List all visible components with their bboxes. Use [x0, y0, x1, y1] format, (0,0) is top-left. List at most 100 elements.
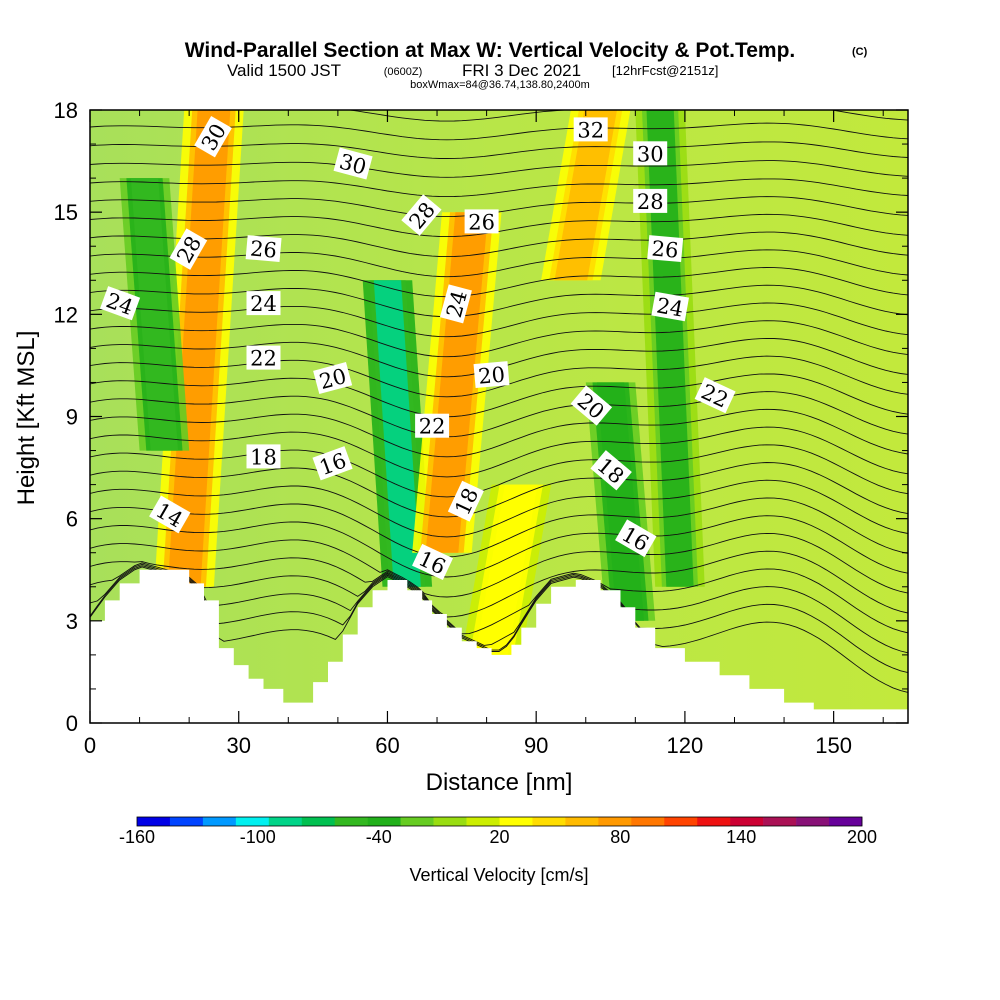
colorbar-segment — [631, 817, 665, 826]
colorbar-segment — [730, 817, 764, 826]
colorbar-segment — [763, 817, 797, 826]
colorbar-segment — [565, 817, 599, 826]
valid-utc: (0600Z) — [384, 66, 423, 78]
contour-label: 24 — [250, 292, 277, 316]
contour-label: 22 — [250, 347, 277, 371]
colorbar-segment — [202, 817, 237, 826]
colorbar-frame — [136, 816, 863, 827]
colorbar-segment — [433, 817, 467, 826]
theta-contour-line — [90, 249, 908, 278]
theta-contour-line — [90, 391, 908, 438]
contour-label-box — [473, 361, 510, 389]
contour-label-group: 26 — [245, 235, 282, 263]
colorbar-tick-label: 20 — [489, 827, 509, 847]
copyright-mark: (C) — [852, 46, 868, 58]
theta-contour-line — [90, 373, 908, 418]
theta-contour-line — [90, 160, 908, 178]
x-tick-label: 0 — [84, 733, 96, 758]
terrain-mask — [90, 569, 908, 723]
x-axis-title: Distance [nm] — [426, 769, 573, 796]
contour-label-box — [439, 284, 472, 324]
colorbar-tick-label: -100 — [240, 827, 276, 847]
theta-contour-line — [90, 267, 908, 298]
theta-contour-line — [90, 355, 908, 398]
contour-label-box — [246, 345, 281, 370]
theta-contour-line — [90, 196, 908, 218]
theta-contour-line — [90, 213, 908, 238]
y-tick-label: 9 — [66, 405, 78, 430]
theta-contour-line — [90, 231, 908, 258]
theta-contour-line — [90, 178, 908, 198]
box-info: boxWmax=84@36.74,138.80,2400m — [410, 79, 590, 91]
contour-label-box — [615, 519, 657, 558]
y-tick-label: 18 — [54, 98, 78, 123]
contour-label-group: 30 — [333, 147, 373, 180]
y-tick-label: 0 — [66, 711, 78, 736]
velocity-feature-7-level-2 — [646, 110, 694, 587]
theta-contour-line — [90, 141, 908, 159]
contour-label: 18 — [250, 445, 277, 469]
contour-label-box — [447, 480, 484, 522]
contour-label: 26 — [468, 210, 495, 234]
x-tick-label: 30 — [226, 733, 250, 758]
contour-label-box — [570, 385, 613, 426]
axis-ticks: 0 30 60 90 120 150 0 3 6 9 12 15 18 — [54, 98, 908, 758]
contour-label-box — [590, 450, 632, 491]
colorbar-segment — [169, 817, 204, 826]
contour-label-box — [333, 147, 373, 180]
x-tick-label: 150 — [815, 733, 852, 758]
colorbar-segment — [301, 817, 336, 826]
theta-contour-line — [346, 110, 908, 122]
colorbar-tick-label: 200 — [847, 827, 877, 847]
y-tick-label: 12 — [54, 302, 78, 327]
theta-contour-line — [90, 532, 908, 598]
colorbar-segment — [697, 817, 731, 826]
contour-label-box — [464, 209, 499, 234]
colorbar-segment — [598, 817, 632, 826]
contour-label-box — [149, 495, 191, 534]
velocity-feature-2-level-2 — [373, 280, 421, 587]
x-tick-label: 120 — [667, 733, 704, 758]
contour-label: 28 — [637, 190, 664, 214]
y-axis-title: Height [Kft MSL] — [13, 331, 40, 506]
theta-contour-line — [90, 566, 908, 693]
contour-label-group: 32 — [573, 117, 608, 142]
valid-prefix: Valid 1500 JST — [227, 61, 341, 80]
contour-label: 20 — [477, 362, 506, 388]
contour-label-group: 16 — [312, 446, 353, 481]
contour-label-box — [169, 228, 208, 270]
velocity-feature-3-level-2 — [425, 212, 489, 553]
y-tick-label: 15 — [54, 200, 78, 225]
velocity-feature-4-level-2 — [475, 484, 538, 655]
contour-label-group: 26 — [647, 235, 684, 263]
theta-contour-line — [90, 426, 908, 478]
contour-label-box — [246, 444, 281, 469]
contour-label-box — [401, 194, 442, 236]
contour-label-group: 26 — [464, 209, 499, 234]
contour-label-box — [312, 446, 353, 481]
contour-label-group: 14 — [149, 495, 191, 534]
contour-label-box — [633, 188, 668, 213]
forecast-info: [12hrFcst@2151z] — [612, 63, 718, 78]
colorbar-segment — [664, 817, 698, 826]
colorbar-segment — [400, 817, 434, 826]
contour-label-group: 24 — [651, 291, 689, 322]
theta-contour-line — [90, 408, 908, 458]
colorbar-segment — [532, 817, 566, 826]
contour-label-box — [412, 543, 454, 581]
contour-label-group: 30 — [633, 141, 668, 166]
contour-label-box — [245, 235, 282, 263]
colorbar-segment — [235, 817, 270, 826]
velocity-feature-0-level-2 — [167, 110, 231, 587]
contour-label: 32 — [577, 118, 604, 142]
contour-label: 26 — [651, 236, 680, 262]
x-tick-label: 60 — [375, 733, 399, 758]
contour-label-box — [415, 413, 450, 438]
vertical-velocity-field — [119, 110, 705, 655]
chart-title: Wind-Parallel Section at Max W: Vertical… — [185, 39, 796, 62]
valid-date: FRI 3 Dec 2021 — [462, 61, 581, 80]
theta-contours — [90, 110, 908, 693]
